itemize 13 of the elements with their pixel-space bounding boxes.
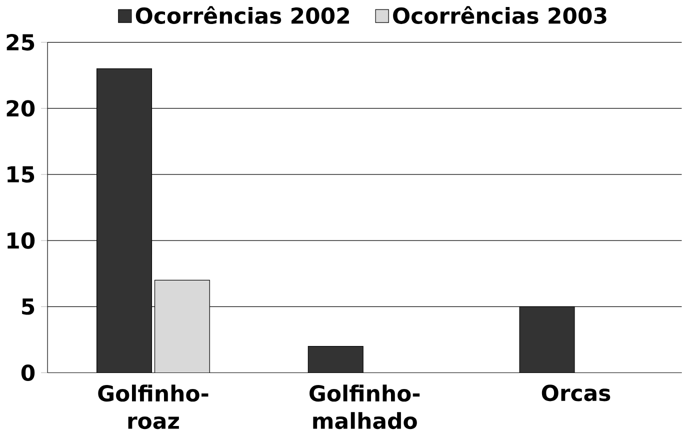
legend-label: Ocorrências 2002 <box>136 6 349 24</box>
y-tick-label: 25 <box>6 34 34 50</box>
bar <box>154 280 210 373</box>
legend-label: Ocorrências 2003 <box>393 6 606 24</box>
y-tick-label: 15 <box>8 166 34 183</box>
x-tick-label: Golfinho-roaz <box>98 384 208 429</box>
y-tick-label: 10 <box>8 232 35 249</box>
y-tick-label: 5 <box>22 298 34 315</box>
y-tick-label: 20 <box>6 100 35 117</box>
x-tick-label: Orcas <box>542 384 610 402</box>
bar <box>308 346 364 373</box>
x-tick-label: Golfinho-malhado <box>310 384 420 429</box>
y-tick-label: 0 <box>21 364 35 381</box>
